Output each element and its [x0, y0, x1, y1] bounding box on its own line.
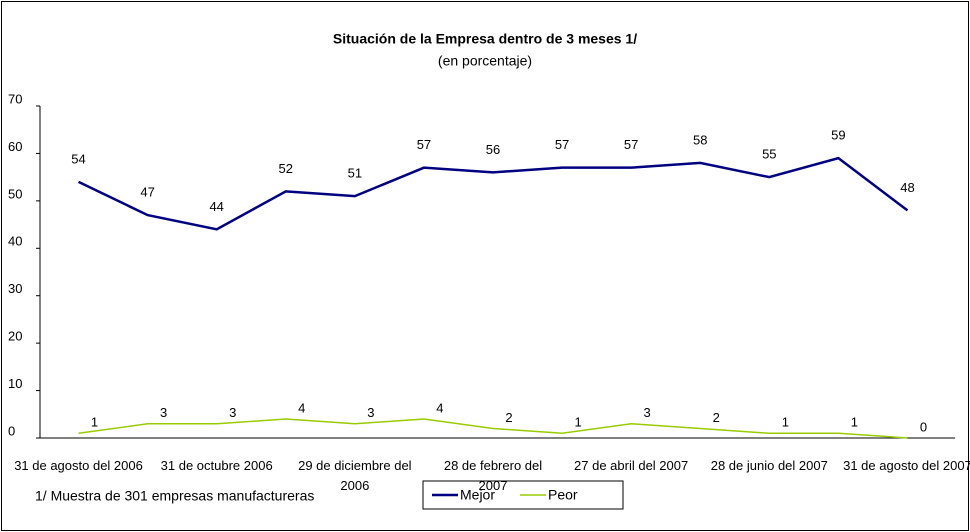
- y-tick-label: 30: [8, 281, 22, 296]
- series-line: [77, 156, 909, 231]
- data-label: 48: [900, 180, 914, 195]
- data-label: 57: [624, 137, 638, 152]
- y-tick-label: 10: [8, 376, 22, 391]
- chart-title: Situación de la Empresa dentro de 3 mese…: [333, 31, 637, 47]
- data-label: 3: [367, 405, 374, 420]
- data-label: 4: [298, 400, 305, 415]
- data-label: 0: [920, 419, 927, 434]
- y-tick-label: 20: [8, 329, 22, 344]
- x-tick-label: 28 de junio del 2007: [710, 458, 828, 473]
- data-label: 54: [71, 151, 85, 166]
- x-tick-label: 28 de febrero del 2007: [443, 458, 543, 493]
- data-label: 4: [436, 400, 443, 415]
- data-label: 2: [713, 410, 720, 425]
- y-tick-label: 60: [8, 139, 22, 154]
- data-label: 2: [505, 410, 512, 425]
- data-label: 56: [486, 142, 500, 157]
- data-label: 55: [762, 147, 776, 162]
- data-label: 3: [160, 405, 167, 420]
- x-tick-label: 31 de octubre 2006: [160, 458, 273, 473]
- x-tick-label: 27 de abril del 2007: [574, 458, 689, 473]
- data-label: 57: [555, 137, 569, 152]
- data-label: 52: [279, 161, 293, 176]
- data-label: 3: [229, 405, 236, 420]
- y-tick-label: 0: [8, 423, 15, 438]
- series-line: [78, 418, 908, 439]
- legend-label: Mejor: [460, 487, 495, 503]
- data-label: 57: [417, 137, 431, 152]
- data-label: 44: [209, 199, 223, 214]
- y-tick-label: 50: [8, 186, 22, 201]
- data-label: 59: [831, 128, 845, 143]
- chart-subtitle: (en porcentaje): [438, 53, 532, 69]
- y-tick-label: 40: [8, 234, 22, 249]
- x-tick-label: 31 de agosto del 2007: [843, 458, 970, 473]
- data-label: 1: [851, 415, 858, 430]
- data-label: 1: [574, 415, 581, 430]
- data-label: 3: [644, 405, 651, 420]
- legend-label: Peor: [548, 487, 578, 503]
- y-tick-label: 70: [8, 91, 22, 106]
- footnote: 1/ Muestra de 301 empresas manufacturera…: [35, 488, 314, 504]
- data-label: 47: [140, 185, 154, 200]
- data-label: 51: [348, 166, 362, 181]
- data-label: 1: [782, 415, 789, 430]
- x-tick-label: 31 de agosto del 2006: [14, 458, 143, 473]
- data-label: 58: [693, 132, 707, 147]
- x-tick-label: 29 de diciembre del 2006: [298, 458, 412, 493]
- data-label: 1: [91, 415, 98, 430]
